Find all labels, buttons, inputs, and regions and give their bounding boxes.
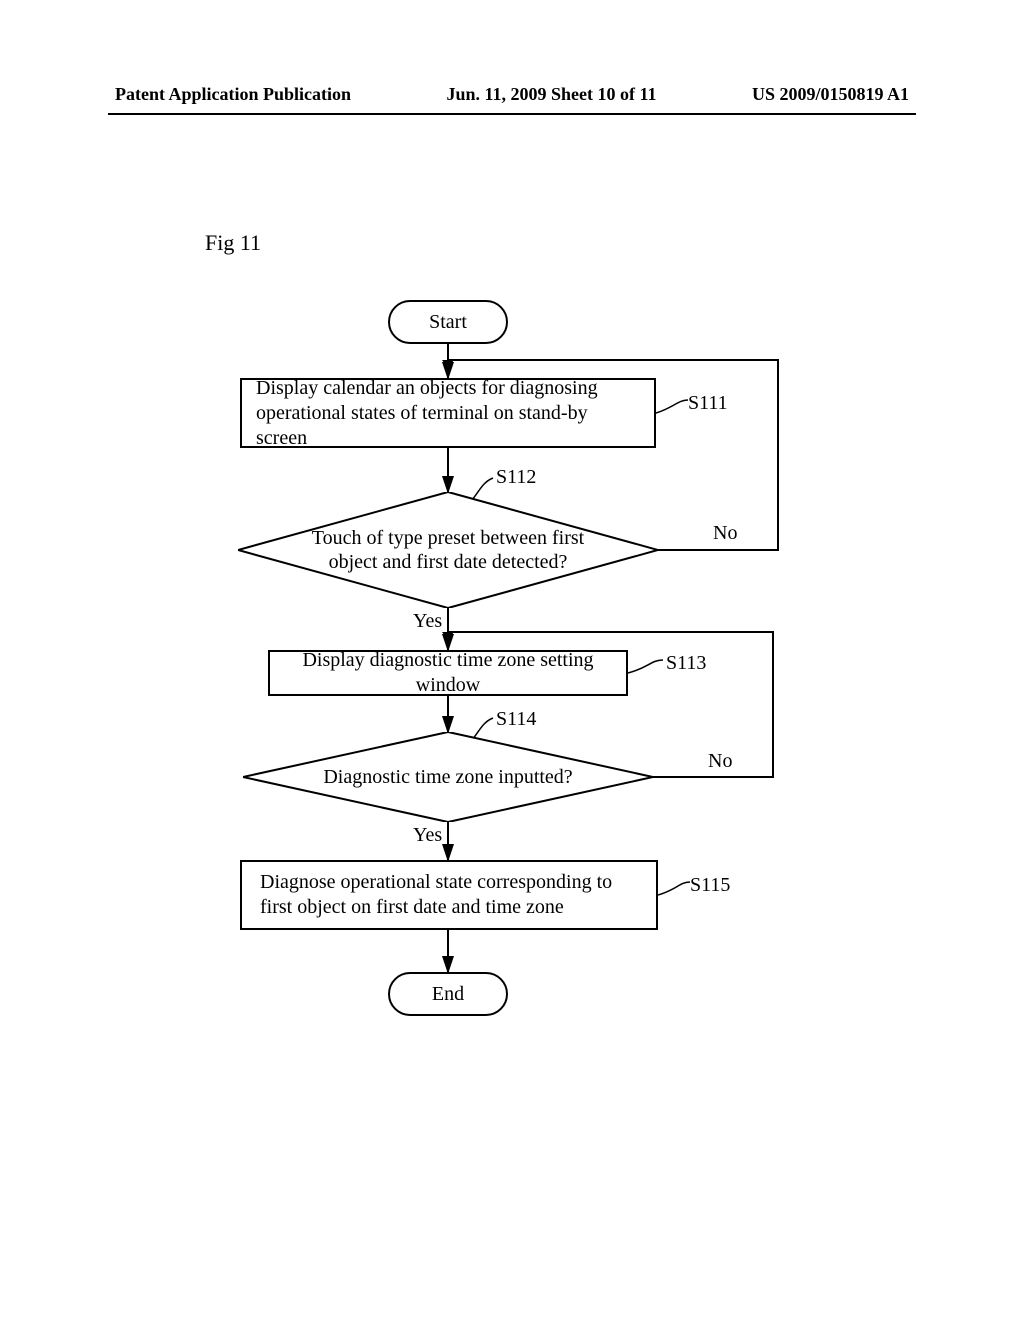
node-start: Start bbox=[388, 300, 508, 344]
node-s111: Display calendar an objects for diagnosi… bbox=[240, 378, 656, 448]
label-yes-2: Yes bbox=[413, 824, 442, 847]
header-left: Patent Application Publication bbox=[115, 84, 351, 105]
node-s111-text: Display calendar an objects for diagnosi… bbox=[256, 376, 640, 451]
node-s112: Touch of type preset between first objec… bbox=[238, 492, 658, 608]
figure-label: Fig 11 bbox=[205, 230, 261, 256]
flowchart: Start Display calendar an objects for di… bbox=[218, 300, 838, 1060]
ref-s113: S113 bbox=[666, 652, 706, 675]
node-s115-text: Diagnose operational state corresponding… bbox=[260, 870, 638, 920]
header-center: Jun. 11, 2009 Sheet 10 of 11 bbox=[446, 84, 656, 105]
header-right: US 2009/0150819 A1 bbox=[752, 84, 909, 105]
node-s114: Diagnostic time zone inputted? bbox=[243, 732, 653, 822]
header-rule bbox=[108, 113, 916, 115]
label-no-1: No bbox=[713, 522, 737, 545]
ref-s114: S114 bbox=[496, 708, 536, 731]
page-header: Patent Application Publication Jun. 11, … bbox=[0, 84, 1024, 115]
label-no-2: No bbox=[708, 750, 732, 773]
ref-s111: S111 bbox=[688, 392, 728, 415]
node-start-text: Start bbox=[429, 310, 467, 335]
node-s114-text: Diagnostic time zone inputted? bbox=[323, 765, 572, 789]
label-yes-1: Yes bbox=[413, 610, 442, 633]
node-s113: Display diagnostic time zone setting win… bbox=[268, 650, 628, 696]
ref-s115: S115 bbox=[690, 874, 730, 897]
node-end: End bbox=[388, 972, 508, 1016]
node-end-text: End bbox=[432, 982, 464, 1007]
node-s112-text: Touch of type preset between first objec… bbox=[298, 526, 598, 574]
node-s115: Diagnose operational state corresponding… bbox=[240, 860, 658, 930]
ref-s112: S112 bbox=[496, 466, 536, 489]
node-s113-text: Display diagnostic time zone setting win… bbox=[278, 648, 618, 698]
